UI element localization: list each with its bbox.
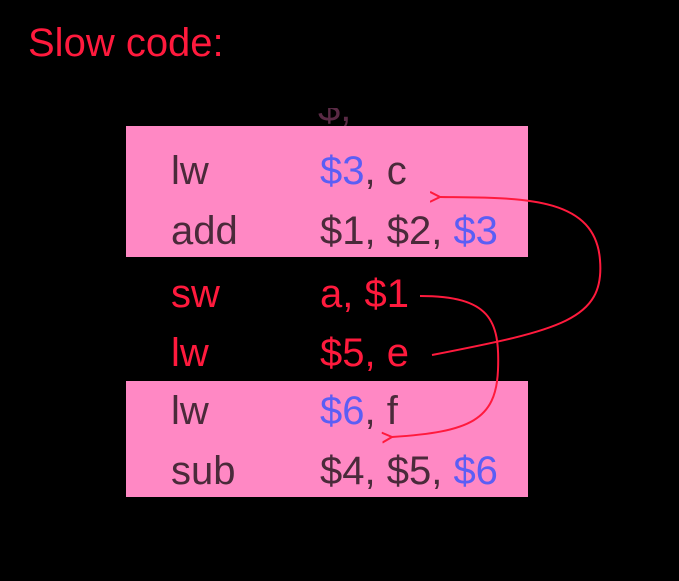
cropped-instruction-row: $, <box>318 108 388 130</box>
instruction-op: lw <box>171 389 209 433</box>
instruction-op: add <box>171 209 238 253</box>
cropped-instruction-text: $, <box>318 108 374 130</box>
moved-instruction-args: a, $1 <box>320 272 409 316</box>
operand-text: , c <box>364 149 407 193</box>
operand-text: $1, $2, <box>320 209 454 253</box>
operand-text: , f <box>364 389 398 433</box>
instruction-op: lw <box>171 149 209 193</box>
slide-title: Slow code: <box>28 21 224 65</box>
operand-text: $4, $5, <box>320 449 454 493</box>
instruction-args: $1, $2, $3 <box>320 207 498 255</box>
instruction-args: $6, f <box>320 387 398 435</box>
register-highlight: $3 <box>453 209 498 253</box>
instruction-args: $3, c <box>320 147 407 195</box>
instruction-op: sub <box>171 449 236 493</box>
moved-instruction-op: lw <box>171 331 209 375</box>
register-highlight: $3 <box>320 149 365 193</box>
register-highlight: $6 <box>453 449 498 493</box>
register-highlight: $6 <box>320 389 365 433</box>
moved-instruction-op: sw <box>171 272 220 316</box>
moved-instruction-args: $5, e <box>320 331 409 375</box>
instruction-args: $4, $5, $6 <box>320 447 498 495</box>
